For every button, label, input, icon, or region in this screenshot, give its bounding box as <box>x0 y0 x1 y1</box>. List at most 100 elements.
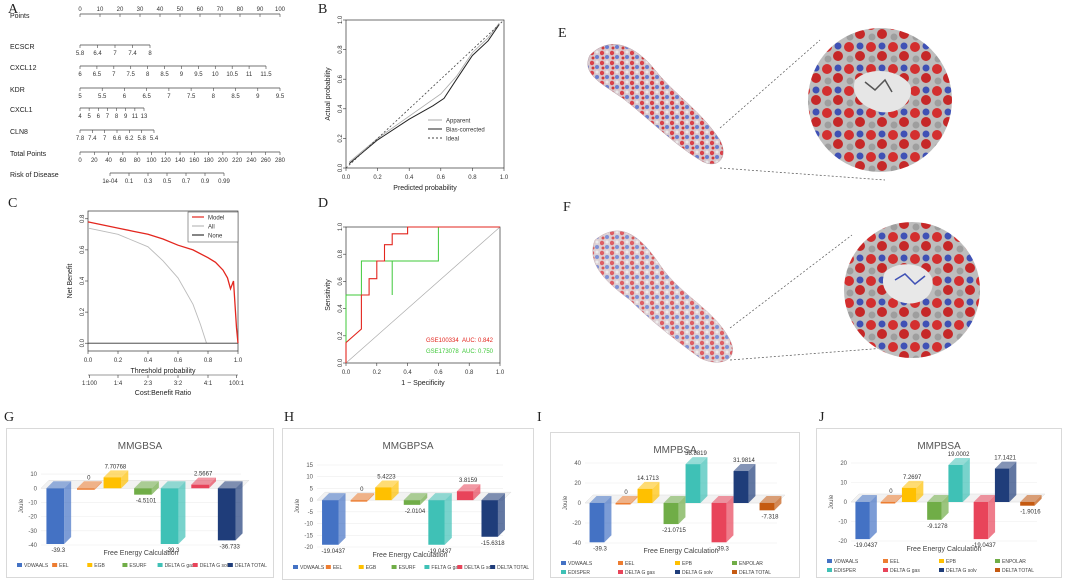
y-tick-label: 15 <box>306 463 313 469</box>
nomogram-row-label: CLN8 <box>10 129 28 136</box>
bar-side <box>497 493 505 537</box>
chart-title: MMPBSA <box>653 445 697 456</box>
legend-label: ENPOLAR <box>1002 559 1026 565</box>
panel-label-f: F <box>563 200 571 215</box>
bar-value-label: 5.4223 <box>377 474 396 480</box>
nomogram-tick-label: 7 <box>103 136 107 142</box>
nomogram-tick-label: 80 <box>237 7 244 13</box>
y-tick-label: 0.4 <box>338 104 344 113</box>
nomogram-tick-label: 7.5 <box>127 72 136 78</box>
x-tick-label: 0.4 <box>144 358 153 364</box>
bar-top <box>1020 495 1042 502</box>
nomogram-tick-label: 0.9 <box>201 179 210 185</box>
x-tick-label: 0.6 <box>434 370 443 376</box>
legend-label: EGB <box>94 563 105 569</box>
bar-value-label: 0 <box>360 487 364 493</box>
nomogram-tick-label: 7 <box>167 94 171 100</box>
molecular-surface-f <box>592 222 980 363</box>
bar-top <box>134 481 159 489</box>
bar-top <box>973 495 996 502</box>
bar <box>191 484 209 489</box>
panel-label-e: E <box>558 26 567 41</box>
y-tick-label: 0.0 <box>338 163 344 172</box>
bar <box>948 464 963 502</box>
bar-top <box>46 481 72 489</box>
y-axis-label: Net Benefit <box>67 264 74 299</box>
nomogram-tick-label: 40 <box>157 7 164 13</box>
bar-value-label: -39.3 <box>593 546 607 552</box>
nomogram-tick-label: 180 <box>204 158 215 164</box>
y-tick-label: 20 <box>574 481 581 487</box>
nomogram-tick-label: 50 <box>177 7 184 13</box>
legend-swatch <box>227 563 233 567</box>
bar <box>589 503 605 543</box>
legend-label: DELTA TOTAL <box>235 563 267 569</box>
panel-label-b: B <box>318 2 328 17</box>
bar-side <box>473 484 481 501</box>
bar-side <box>916 480 924 502</box>
y-tick-label: 0.2 <box>338 331 344 340</box>
series-line-gse173078 <box>345 226 500 363</box>
panel-label-i: I <box>537 410 542 425</box>
legend-swatch <box>358 565 364 569</box>
bar-value-label: -9.1278 <box>927 524 948 530</box>
bar-top <box>637 481 660 489</box>
bar-top <box>77 481 102 489</box>
bar-value-label: -4.5101 <box>136 499 157 505</box>
legend-label: FELTA G gas <box>431 565 461 571</box>
y-tick-label: -20 <box>28 515 37 521</box>
bar <box>994 468 1010 502</box>
bar-value-label: -19.0437 <box>321 549 345 555</box>
bar-value-label: -19.0437 <box>854 543 878 549</box>
panel-h-frame: MMGBPSA 15 10 5 0 -5 -10 -15 -20 Joule -19.0437 0 5.… <box>282 428 534 580</box>
bar <box>1020 502 1035 506</box>
bar-side <box>391 480 399 501</box>
y-tick-label: 5 <box>310 486 314 492</box>
bar <box>46 488 65 545</box>
bar-side <box>1009 461 1017 502</box>
bar <box>428 500 445 545</box>
roc-plot: 0.0 0.2 0.4 0.6 0.8 1.0 0.0 0.2 0.4 0.6 0.8 1.0 1 − … <box>325 222 505 387</box>
legend-swatch <box>883 568 888 572</box>
bar-top <box>994 461 1017 469</box>
legend-label: VDWAALS <box>300 565 325 571</box>
nomogram-tick-label: 240 <box>246 158 257 164</box>
bar <box>456 491 474 501</box>
chart-title: MMPBSA <box>917 441 961 452</box>
legend-label: ESURF <box>129 563 146 569</box>
bar <box>733 471 749 503</box>
nomogram-tick-label: 11 <box>132 114 139 120</box>
legend-label: DELTA G solv <box>200 563 231 569</box>
legend-label: EGB <box>366 565 377 571</box>
x-tick-label: 0.6 <box>174 358 183 364</box>
y-axis-label: Joule <box>295 498 301 513</box>
bar-top <box>160 481 186 489</box>
bar-value-label: -36.733 <box>220 544 241 550</box>
bar-value-label: 0 <box>889 489 893 495</box>
bar <box>217 488 236 541</box>
y-tick-label: -10 <box>28 500 37 506</box>
roc-legend-auc: AUC: 0.750 <box>462 349 494 355</box>
bar-value-label: 17.1421 <box>994 456 1016 462</box>
bar-side <box>726 496 734 543</box>
nomogram-tick-label: 5.8 <box>137 136 146 142</box>
bar-value-label: 3.8159 <box>459 478 478 484</box>
nomogram-tick-label: 10 <box>212 72 219 78</box>
x-tick-label: 1.0 <box>496 370 505 376</box>
legend-swatch <box>122 563 128 567</box>
bar-value-label: -21.0715 <box>662 528 686 534</box>
y-tick-label: 20 <box>840 461 847 467</box>
panel-g-frame: MMGBSA 10 0 -10 -20 -30 -40 Joule -39.3 0 7.70768 -… <box>6 428 274 578</box>
y-tick-label: 0.4 <box>80 276 86 285</box>
chart-title: MMGBPSA <box>382 441 433 452</box>
nomogram-tick-label: 20 <box>91 158 98 164</box>
series-line-ideal <box>345 19 505 169</box>
nomogram-tick-label: 6 <box>78 72 82 78</box>
nomogram-tick-label: 7.4 <box>128 51 137 57</box>
plot-frame <box>345 19 505 169</box>
x-axis-label: 1 − Specificity <box>401 380 445 387</box>
y-tick-label: -20 <box>304 545 313 551</box>
bar <box>973 502 989 540</box>
bar <box>880 502 896 504</box>
series-line-apparent <box>348 22 500 163</box>
